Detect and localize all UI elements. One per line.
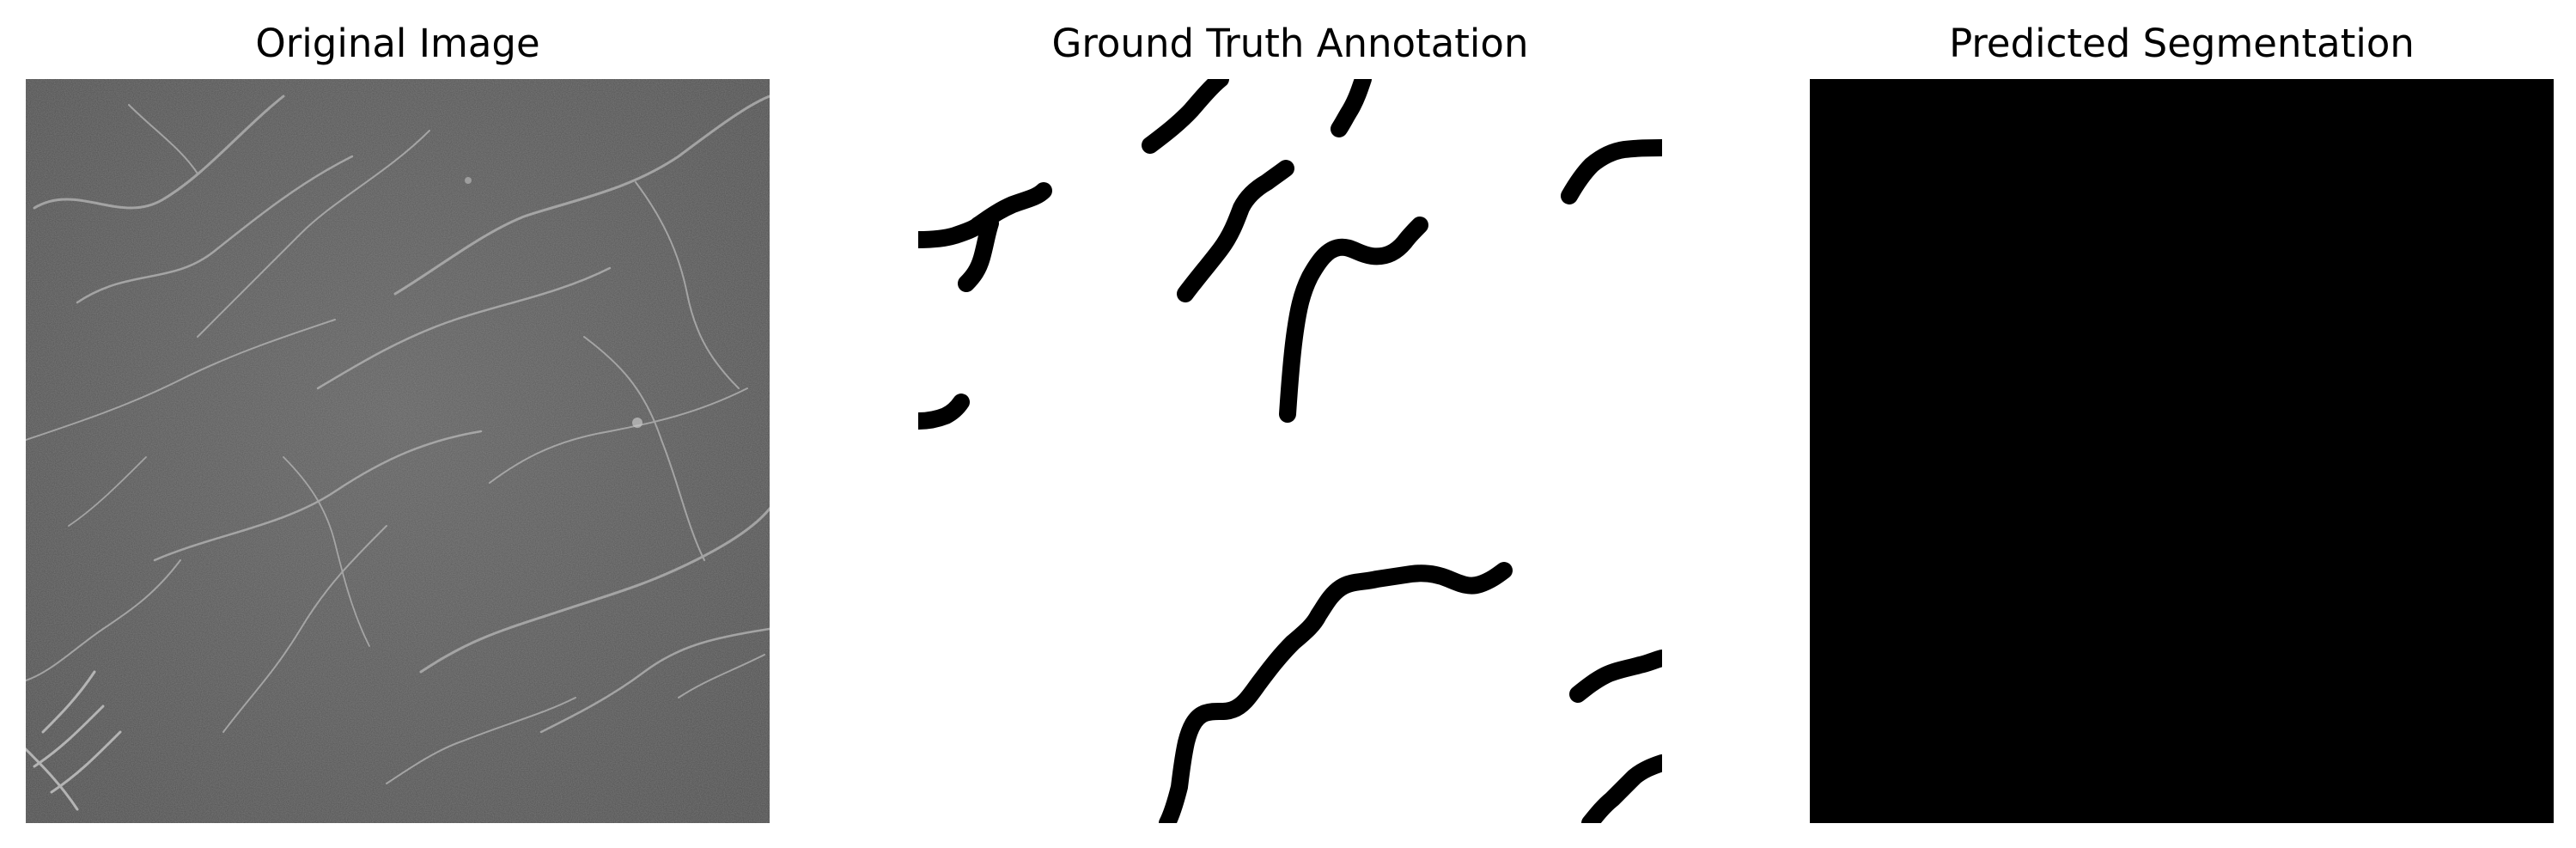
prediction-title: Predicted Segmentation: [1949, 21, 2415, 66]
ground-truth-title: Ground Truth Annotation: [1051, 21, 1529, 66]
ground-truth-panel: Ground Truth Annotation: [918, 0, 1662, 848]
prediction-panel: Predicted Segmentation: [1810, 0, 2554, 848]
original-image: [26, 79, 770, 823]
predicted-mask: [1810, 79, 2554, 823]
ground-truth-mask: [918, 79, 1662, 823]
annotation-strokes-graphic: [918, 79, 1662, 823]
crack-texture-graphic: [26, 79, 770, 823]
original-image-title: Original Image: [255, 21, 540, 66]
original-image-panel: Original Image: [26, 0, 770, 848]
